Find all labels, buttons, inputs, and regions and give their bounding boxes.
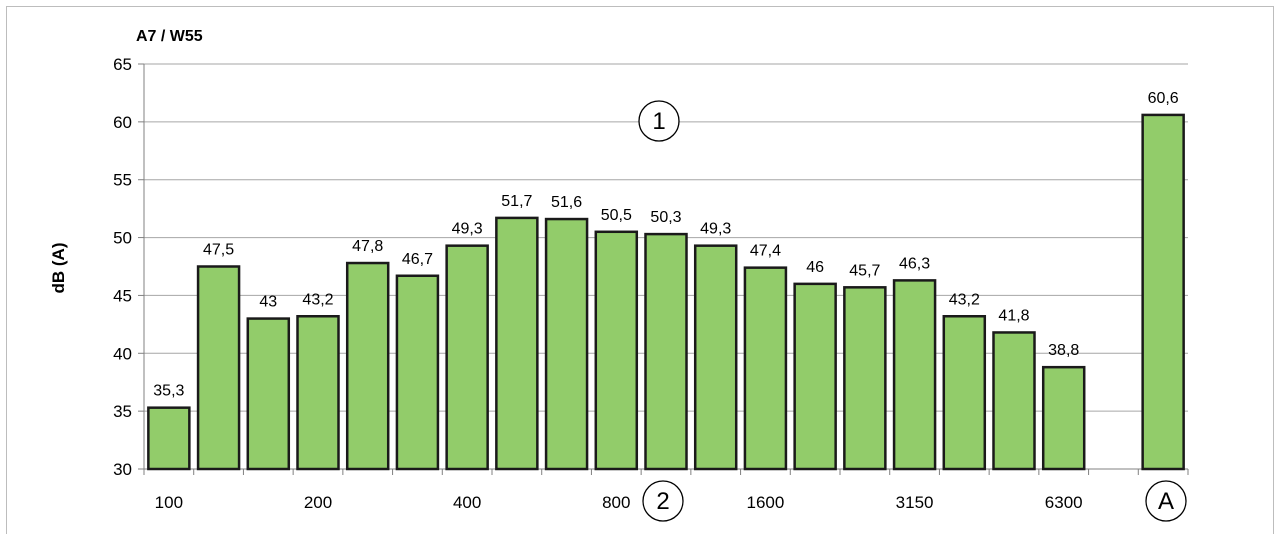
- bar-value-label: 43,2: [302, 291, 333, 308]
- data-labels: 35,3 47,5 43 43,2 47,8 46,7 49,3 51,7 51,6 50,5 50…: [153, 90, 1179, 400]
- y-tick-label: 50: [113, 229, 132, 248]
- bar: [395, 274, 440, 471]
- bar-value-label: 49,3: [452, 221, 483, 238]
- annotation-label: 1: [652, 108, 665, 135]
- annotation-marker: 2: [642, 480, 684, 522]
- annotations: 1 2 A: [638, 100, 1187, 522]
- bar: [147, 406, 191, 471]
- annotation-circle: [642, 480, 684, 522]
- bar: [1041, 365, 1086, 471]
- annotation-circle: [1145, 480, 1187, 522]
- bar-value-label: 38,8: [1048, 342, 1079, 359]
- y-tick-label: 40: [113, 344, 132, 363]
- y-axis-label: dB (A): [49, 243, 68, 294]
- x-tick-label: 200: [304, 493, 332, 512]
- bar-value-label: 43,2: [949, 291, 980, 308]
- bar-value-label: 51,6: [551, 194, 582, 211]
- annotation-label: A: [1158, 488, 1174, 515]
- bar: [594, 230, 639, 471]
- y-tick-label: 35: [113, 402, 132, 421]
- bar-value-label: 41,8: [998, 307, 1029, 324]
- x-tick-label: 800: [602, 493, 630, 512]
- bar: [942, 315, 987, 471]
- bar-value-label: 46,7: [402, 251, 433, 268]
- y-axis: 30 35 40 45 50 55 60 65: [113, 55, 145, 479]
- bar-value-label: 60,6: [1148, 90, 1179, 107]
- bar-value-label: 47,5: [203, 242, 234, 259]
- x-tick-label: 6300: [1045, 493, 1083, 512]
- bar: [544, 217, 589, 471]
- bar: [1141, 113, 1185, 471]
- bar-value-label: 49,3: [700, 221, 731, 238]
- bar: [445, 244, 489, 471]
- chart-frame: [6, 6, 1274, 534]
- bar: [793, 282, 837, 471]
- bar: [843, 286, 887, 471]
- annotation-label: 2: [656, 488, 669, 515]
- bar: [345, 261, 390, 471]
- y-tick-label: 30: [113, 460, 132, 479]
- bar-value-label: 45,7: [849, 262, 880, 279]
- bar: [892, 279, 937, 471]
- y-tick-label: 65: [113, 55, 132, 74]
- bar-value-label: 51,7: [501, 193, 532, 210]
- bar: [296, 315, 340, 471]
- y-tick-label: 45: [113, 286, 132, 305]
- x-tick-label: 3150: [896, 493, 934, 512]
- bars: [147, 113, 1185, 471]
- bar-value-label: 50,5: [601, 207, 632, 224]
- bar-value-label: 35,3: [153, 383, 184, 400]
- annotation-marker: 1: [638, 100, 680, 142]
- bar: [992, 331, 1036, 471]
- bar: [644, 232, 688, 471]
- y-tick-label: 60: [113, 113, 132, 132]
- bar-value-label: 43: [259, 294, 277, 311]
- bar: [693, 244, 738, 471]
- bar: [495, 216, 539, 471]
- annotation-marker: A: [1145, 480, 1187, 522]
- bar-value-label: 47,4: [750, 243, 781, 260]
- chart-title: A7 / W55: [136, 28, 203, 45]
- bar-value-label: 46,3: [899, 255, 930, 272]
- bar: [196, 265, 241, 471]
- bar: [743, 266, 788, 471]
- bar-value-label: 46: [806, 259, 824, 276]
- bar-value-label: 50,3: [650, 209, 681, 226]
- x-tick-label: 100: [155, 493, 183, 512]
- y-tick-label: 55: [113, 171, 132, 190]
- bar: [246, 317, 291, 471]
- annotation-circle: [638, 100, 680, 142]
- x-tick-label: 400: [453, 493, 481, 512]
- x-tick-label: 1600: [747, 493, 785, 512]
- bar-value-label: 47,8: [352, 238, 383, 255]
